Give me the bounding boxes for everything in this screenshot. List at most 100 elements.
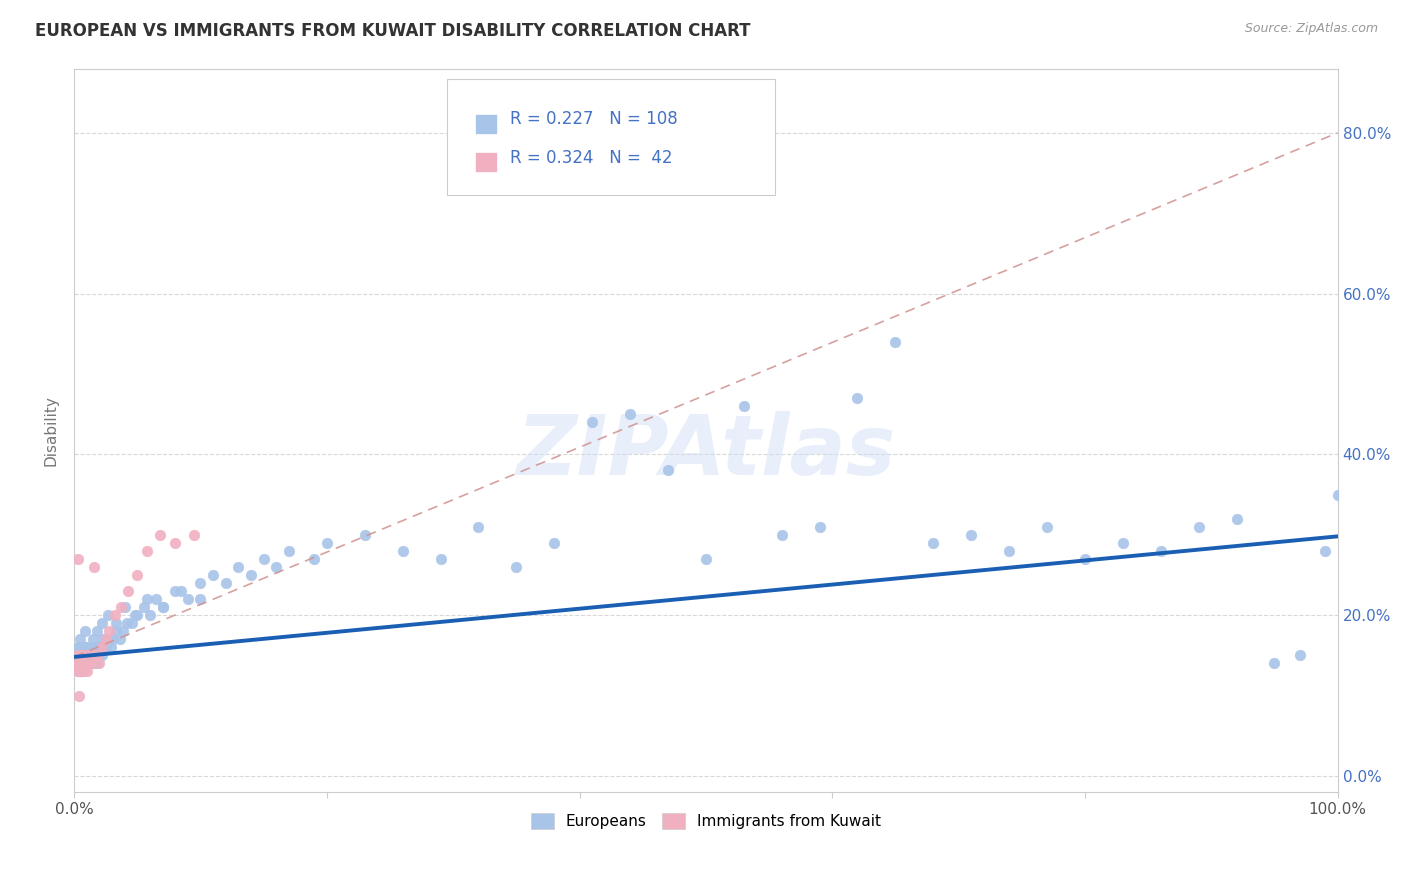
Point bbox=[117, 584, 139, 599]
Point bbox=[82, 632, 104, 647]
Point bbox=[77, 657, 100, 671]
Point bbox=[82, 657, 104, 671]
Point bbox=[66, 648, 89, 663]
Point bbox=[66, 665, 89, 679]
Point bbox=[80, 657, 103, 671]
Point bbox=[69, 657, 91, 671]
Point bbox=[86, 657, 108, 671]
Point bbox=[149, 527, 172, 541]
Point bbox=[240, 568, 263, 582]
Point bbox=[183, 527, 205, 541]
Point bbox=[67, 689, 90, 703]
Point bbox=[73, 657, 96, 671]
Point bbox=[77, 640, 100, 655]
Point bbox=[1326, 487, 1348, 501]
Point bbox=[94, 640, 117, 655]
Point bbox=[65, 657, 87, 671]
Point bbox=[1288, 648, 1310, 663]
Point bbox=[228, 560, 250, 574]
Point bbox=[86, 624, 108, 639]
Point bbox=[86, 648, 108, 663]
Point bbox=[66, 640, 89, 655]
Point bbox=[66, 552, 89, 566]
Point bbox=[79, 640, 101, 655]
Point bbox=[87, 640, 110, 655]
Point bbox=[1225, 511, 1247, 525]
Point bbox=[76, 657, 98, 671]
Point bbox=[136, 544, 159, 558]
Point bbox=[108, 632, 131, 647]
Point bbox=[103, 632, 125, 647]
Point bbox=[77, 648, 100, 663]
Point bbox=[846, 391, 869, 405]
Point bbox=[1036, 519, 1059, 533]
Point bbox=[98, 624, 121, 639]
Point bbox=[76, 657, 98, 671]
Point bbox=[70, 657, 93, 671]
Text: R = 0.324   N =  42: R = 0.324 N = 42 bbox=[510, 148, 672, 167]
Point bbox=[67, 657, 90, 671]
FancyBboxPatch shape bbox=[447, 79, 775, 195]
Point bbox=[75, 657, 97, 671]
Point bbox=[960, 527, 983, 541]
Point bbox=[103, 608, 125, 623]
Point bbox=[67, 640, 90, 655]
Point bbox=[72, 657, 94, 671]
Point bbox=[65, 657, 87, 671]
Point bbox=[619, 407, 641, 421]
Point bbox=[252, 552, 274, 566]
Point bbox=[89, 648, 111, 663]
Point bbox=[97, 632, 120, 647]
Point bbox=[124, 608, 146, 623]
Point bbox=[97, 608, 120, 623]
Point bbox=[1150, 544, 1173, 558]
Point bbox=[67, 648, 90, 663]
Point bbox=[695, 552, 717, 566]
Point bbox=[353, 527, 375, 541]
Point bbox=[581, 415, 603, 429]
Point bbox=[77, 648, 100, 663]
Point bbox=[1263, 657, 1285, 671]
Text: Source: ZipAtlas.com: Source: ZipAtlas.com bbox=[1244, 22, 1378, 36]
Point bbox=[104, 616, 127, 631]
Text: ZIPAtlas: ZIPAtlas bbox=[516, 411, 896, 492]
Point bbox=[90, 640, 112, 655]
Point bbox=[121, 616, 143, 631]
Point bbox=[90, 640, 112, 655]
Point bbox=[69, 632, 91, 647]
Point bbox=[190, 592, 212, 607]
Point bbox=[84, 648, 107, 663]
Point bbox=[114, 600, 136, 615]
Point bbox=[77, 640, 100, 655]
Point bbox=[543, 535, 565, 549]
Point bbox=[69, 665, 91, 679]
Point bbox=[110, 600, 132, 615]
Point bbox=[67, 657, 90, 671]
Point bbox=[70, 665, 93, 679]
Point bbox=[66, 648, 89, 663]
Point bbox=[75, 648, 97, 663]
Point bbox=[72, 648, 94, 663]
Point bbox=[82, 648, 104, 663]
Point bbox=[70, 648, 93, 663]
Point bbox=[70, 665, 93, 679]
Point bbox=[73, 665, 96, 679]
Point bbox=[302, 552, 325, 566]
Point bbox=[165, 535, 187, 549]
Point bbox=[69, 648, 91, 663]
Point bbox=[170, 584, 193, 599]
Point bbox=[998, 544, 1021, 558]
Point bbox=[72, 648, 94, 663]
Text: R = 0.227   N = 108: R = 0.227 N = 108 bbox=[510, 110, 678, 128]
Point bbox=[315, 535, 337, 549]
Point bbox=[1188, 519, 1211, 533]
Point bbox=[100, 640, 122, 655]
Point bbox=[1074, 552, 1097, 566]
Point bbox=[264, 560, 287, 574]
Point bbox=[136, 592, 159, 607]
Point bbox=[79, 657, 101, 671]
Point bbox=[808, 519, 831, 533]
Point bbox=[505, 560, 527, 574]
Point bbox=[77, 648, 100, 663]
Point bbox=[139, 608, 162, 623]
